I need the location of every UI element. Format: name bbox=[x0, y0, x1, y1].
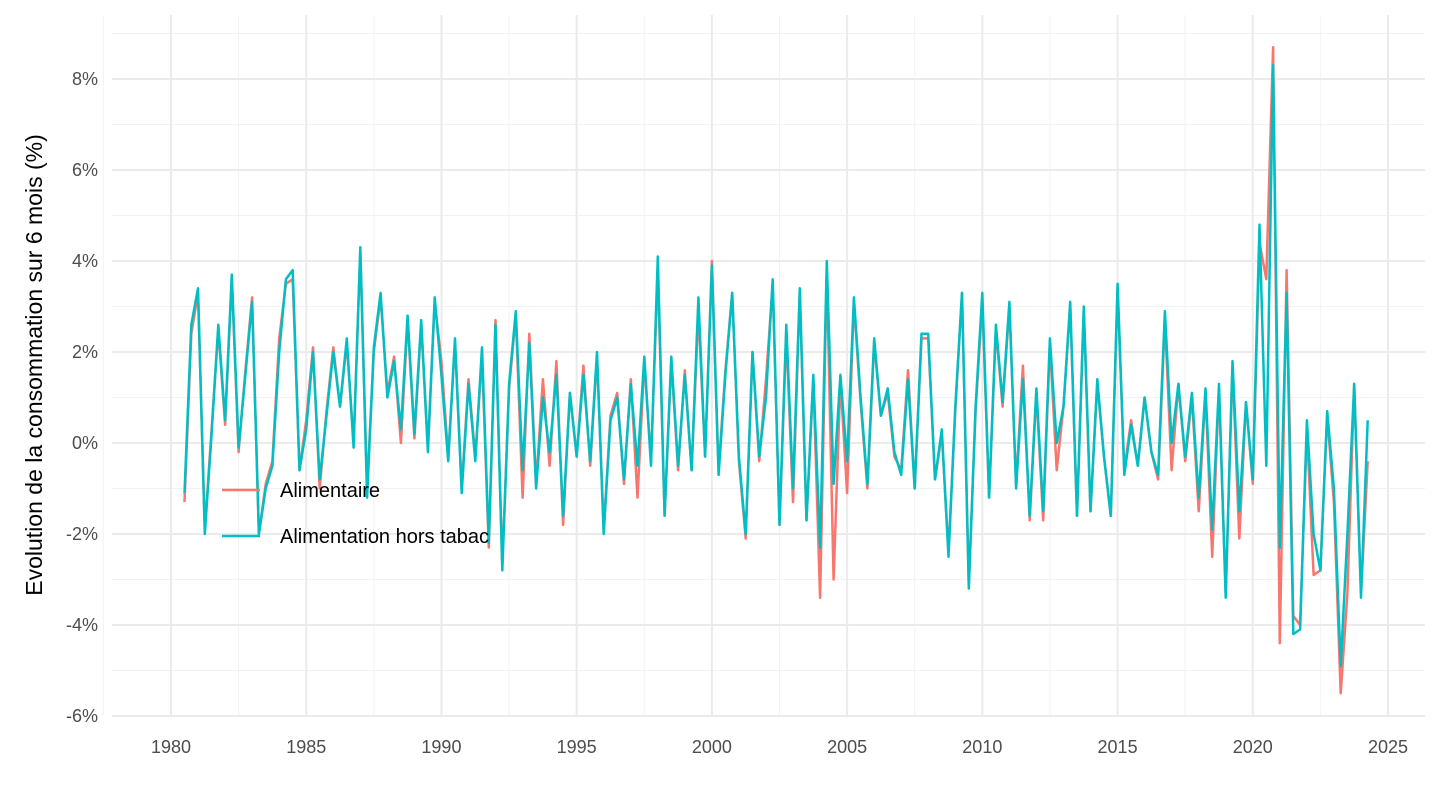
x-tick-label: 2025 bbox=[1368, 737, 1408, 757]
y-tick-label: 2% bbox=[72, 342, 98, 362]
x-tick-label: 1990 bbox=[421, 737, 461, 757]
x-tick-label: 1985 bbox=[286, 737, 326, 757]
y-tick-label: 0% bbox=[72, 433, 98, 453]
x-axis-ticks: 1980 1985 1990 1995 2000 2005 2010 2015 2020 2025 bbox=[151, 737, 1408, 757]
x-tick-label: 2020 bbox=[1233, 737, 1273, 757]
x-tick-label: 2000 bbox=[692, 737, 732, 757]
series-line-alimentation-hors-tabac bbox=[183, 64, 1369, 668]
series-lines bbox=[183, 45, 1369, 695]
x-tick-label: 2015 bbox=[1098, 737, 1138, 757]
y-tick-label: 6% bbox=[72, 160, 98, 180]
x-tick-label: 2010 bbox=[962, 737, 1002, 757]
y-axis-ticks: -6% -4% -2% 0% 2% 4% 6% 8% bbox=[66, 69, 98, 726]
grid bbox=[102, 15, 1425, 717]
x-tick-label: 1995 bbox=[557, 737, 597, 757]
x-tick-label: 1980 bbox=[151, 737, 191, 757]
y-tick-label: -2% bbox=[66, 524, 98, 544]
legend-label-alimentaire: Alimentaire bbox=[280, 480, 380, 502]
y-tick-label: 8% bbox=[72, 69, 98, 89]
legend: Alimentaire Alimentation hors tabac bbox=[222, 480, 489, 548]
y-axis-label: Evolution de la consommation sur 6 mois … bbox=[21, 134, 47, 595]
x-tick-label: 2005 bbox=[827, 737, 867, 757]
y-tick-label: 4% bbox=[72, 251, 98, 271]
legend-label-alimentation-hors-tabac: Alimentation hors tabac bbox=[280, 526, 489, 548]
y-tick-label: -6% bbox=[66, 706, 98, 726]
y-tick-label: -4% bbox=[66, 615, 98, 635]
